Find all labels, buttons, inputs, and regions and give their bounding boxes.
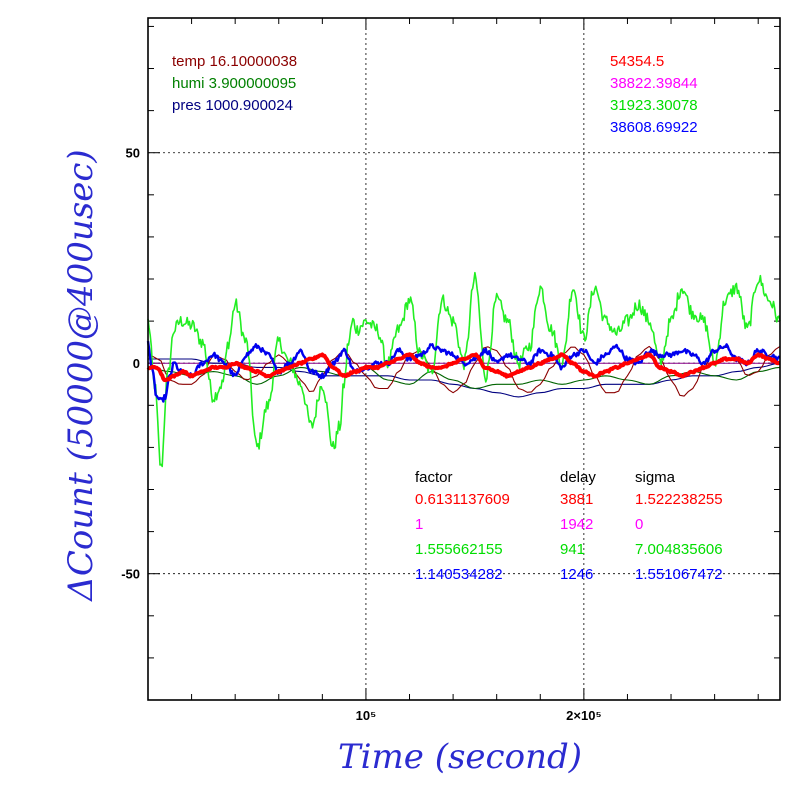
y-tick-label-0: 50 <box>126 146 140 161</box>
fit-table-cell-sigma: 0 <box>635 516 643 533</box>
y-axis-title: ΔCount (50000@400usec) <box>61 149 101 602</box>
series-line-red <box>146 352 781 383</box>
fit-table-cell-delay: 3881 <box>560 491 593 508</box>
series-line-navy <box>148 358 781 398</box>
series-line-blue <box>146 340 781 403</box>
env-legend-item-1: humi 3.900000095 <box>172 75 296 92</box>
env-legend: temp 16.10000038 humi 3.900000095 pres 100… <box>172 53 297 114</box>
fit-table-cell-sigma: 7.004835606 <box>635 541 723 558</box>
count-legend-item-0: 54354.5 <box>610 53 664 70</box>
series-line-green <box>147 271 781 468</box>
count-legend-item-1: 38822.39844 <box>610 75 698 92</box>
count-legend-item-3: 38608.69922 <box>610 119 698 136</box>
y-tick-label-2: -50 <box>121 567 140 582</box>
y-tick-label-1: 0 <box>133 356 140 371</box>
fit-table-cell-delay: 1246 <box>560 566 593 583</box>
fit-table-cell-factor: 0.6131137609 <box>415 491 510 508</box>
fit-table-header-sigma: sigma <box>635 469 676 486</box>
env-legend-item-2: pres 1000.900024 <box>172 97 293 114</box>
fit-table-cell-delay: 941 <box>560 541 585 558</box>
series-group <box>146 271 781 468</box>
fit-table-header-factor: factor <box>415 469 453 486</box>
count-legend: 54354.5 38822.39844 31923.30078 38608.69922 <box>610 53 698 136</box>
env-legend-item-0: temp 16.10000038 <box>172 53 297 70</box>
fit-table-cell-sigma: 1.522238255 <box>635 491 723 508</box>
x-tick-label-1: 2×10⁵ <box>566 708 601 723</box>
fit-table-header-delay: delay <box>560 469 596 486</box>
count-legend-item-2: 31923.30078 <box>610 97 698 114</box>
x-axis-title: Time (second) <box>338 737 582 777</box>
fit-table-cell-factor: 1.555662155 <box>415 541 503 558</box>
fit-table-cell-factor: 1 <box>415 516 423 533</box>
plot-frame <box>147 17 781 701</box>
series-line-darkred <box>147 345 781 397</box>
fit-table-cell-factor: 1.140534282 <box>415 566 503 583</box>
fit-table: factor delay sigma 0.6131137609 3881 1.522238… <box>415 469 723 583</box>
fit-table-cell-sigma: 1.551067472 <box>635 566 723 583</box>
tick-labels: 50 0 -50 10⁵ 2×10⁵ <box>121 146 601 723</box>
x-tick-label-0: 10⁵ <box>356 708 377 723</box>
fit-table-cell-delay: 1942 <box>560 516 593 533</box>
